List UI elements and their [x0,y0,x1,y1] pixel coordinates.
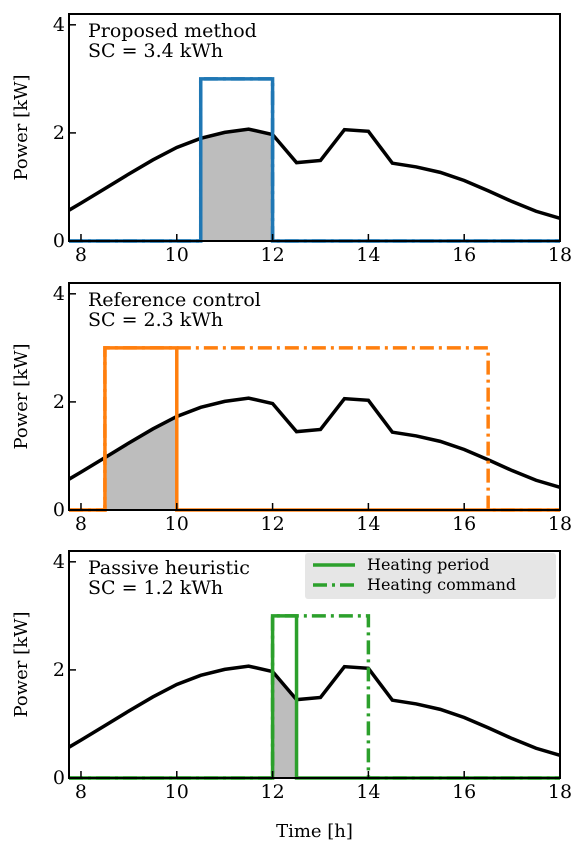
self-consumption-area [272,671,297,778]
axes-frame [68,550,561,779]
chart-panel-1: 8 10 12 14 16 18 0 2 4 Power [kW] Proposed methodS… [11,13,572,266]
legend-label: Heating command [367,575,516,594]
y-axis-label: Power [kW] [11,343,32,449]
x-tick-label: 8 [75,244,87,266]
annotation-sc: SC = 2.3 kWh [88,309,223,331]
x-tick-label: 14 [356,781,380,803]
x-tick-label: 16 [452,244,476,266]
x-tick-label: 10 [165,513,189,535]
y-tick-label: 2 [53,659,65,681]
x-tick-label: 14 [356,244,380,266]
y-tick-label: 4 [53,283,65,305]
x-tick-label: 8 [75,781,87,803]
y-tick-label: 2 [53,391,65,413]
x-tick-label: 18 [548,781,572,803]
self-consumption-area [104,416,177,510]
y-tick-label: 4 [53,551,65,573]
annotation-sc: SC = 3.4 kWh [88,40,223,62]
annotation-title: Proposed method [88,20,257,42]
annotation-title: Passive heuristic [88,557,250,579]
axes-frame [68,13,561,242]
x-tick-label: 12 [260,244,284,266]
chart-panel-3: 8 10 12 14 16 18 0 2 4 Power [kW] Time [h] Passive … [11,550,572,842]
x-tick-label: 8 [75,513,87,535]
y-axis-label: Power [kW] [11,611,32,717]
x-tick-label: 18 [548,513,572,535]
self-consumption-area [200,129,273,241]
x-tick-label: 18 [548,244,572,266]
legend-box [305,553,556,599]
y-tick-label: 4 [53,14,65,36]
pv-power-line [68,664,561,757]
x-axis-label: Time [h] [276,821,353,842]
y-tick-label: 0 [53,767,65,789]
pv-power-line [68,396,561,489]
y-axis-label: Power [kW] [11,74,32,180]
y-tick-label: 0 [53,230,65,252]
x-tick-label: 16 [452,513,476,535]
y-tick-label: 2 [53,122,65,144]
x-tick-label: 14 [356,513,380,535]
x-tick-label: 10 [165,781,189,803]
legend-label: Heating period [367,555,490,574]
pv-power-line [68,127,561,220]
x-tick-label: 12 [260,513,284,535]
axes-frame [68,282,561,511]
y-tick-label: 0 [53,499,65,521]
x-tick-label: 12 [260,781,284,803]
x-tick-label: 10 [165,244,189,266]
chart-panel-2: 8 10 12 14 16 18 0 2 4 Power [kW] Reference contro… [11,282,572,535]
annotation-title: Reference control [88,289,261,311]
annotation-sc: SC = 1.2 kWh [88,577,223,599]
x-tick-label: 16 [452,781,476,803]
